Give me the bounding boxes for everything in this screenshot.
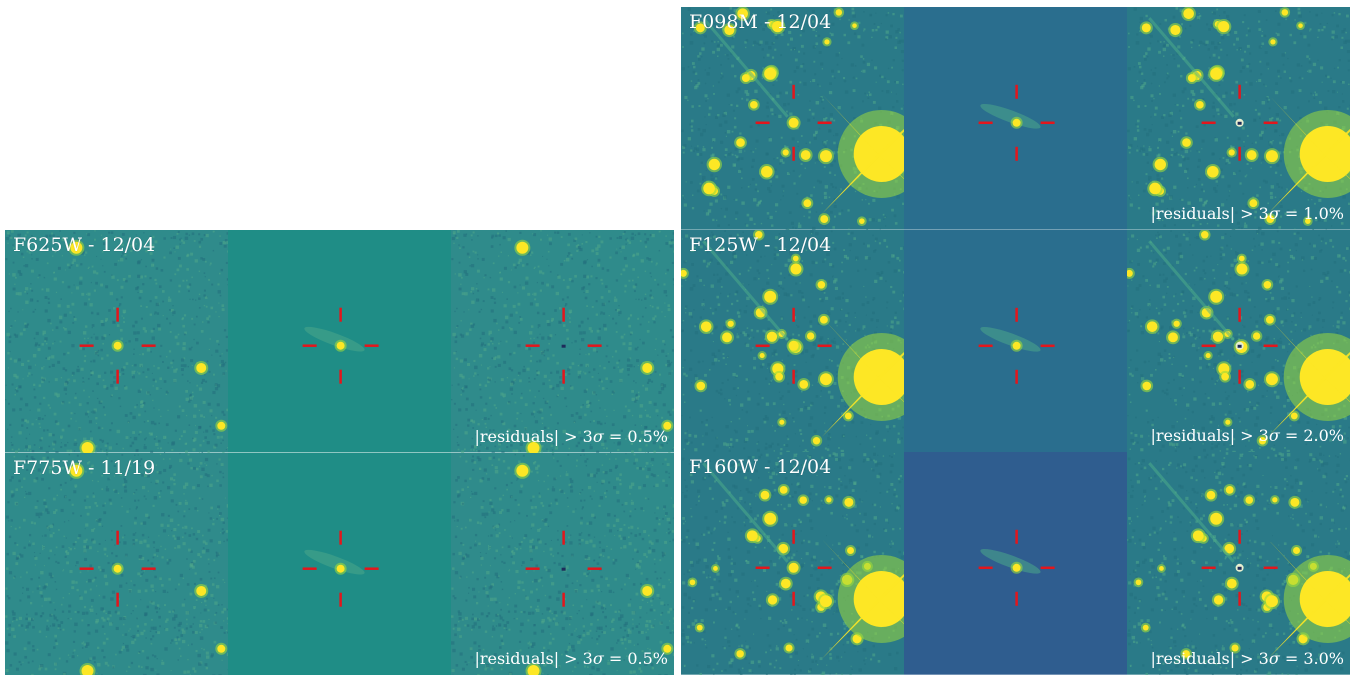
image-canvas	[904, 229, 1127, 453]
bright-star-glare	[1267, 316, 1350, 437]
f775w-residual-image: |residuals| > 3σ = 0.5%	[451, 452, 674, 675]
target-crosshair	[525, 307, 602, 384]
bright-star-glare	[1267, 539, 1350, 660]
target-crosshair	[978, 84, 1055, 161]
f625w-residual-image: |residuals| > 3σ = 0.5%	[451, 230, 674, 453]
target-crosshair	[755, 84, 832, 161]
target-crosshair	[978, 530, 1055, 607]
target-crosshair	[302, 307, 379, 384]
residual-fraction-note: |residuals| > 3σ = 0.5%	[474, 426, 668, 446]
target-crosshair	[1201, 307, 1278, 384]
image-canvas	[681, 452, 904, 675]
f160w-residual-image: |residuals| > 3σ = 3.0%	[1127, 452, 1350, 675]
target-crosshair	[1201, 84, 1278, 161]
f160w-model-image	[904, 452, 1127, 675]
filter-date-label: F625W - 12/04	[13, 234, 156, 256]
image-canvas	[5, 452, 228, 675]
target-crosshair	[1201, 530, 1278, 607]
filter-date-label: F098M - 12/04	[689, 11, 832, 33]
f775w-data-image: F775W - 11/19	[5, 452, 228, 675]
f125w-data-image: F125W - 12/04	[681, 229, 904, 453]
target-crosshair	[978, 307, 1055, 384]
optical-filter-panel-grid: F625W - 12/04 |residuals| > 3σ = 0.5% F7…	[5, 230, 674, 675]
target-crosshair	[302, 530, 379, 607]
target-crosshair	[755, 307, 832, 384]
bright-star-glare	[821, 316, 904, 437]
residual-fraction-note: |residuals| > 3σ = 0.5%	[474, 649, 668, 668]
f125w-model-image	[904, 229, 1127, 453]
image-canvas	[1127, 452, 1350, 675]
f125w-residual-image: |residuals| > 3σ = 2.0%	[1127, 229, 1350, 453]
f625w-model-image	[228, 230, 451, 453]
bright-star-glare	[1267, 93, 1350, 214]
image-canvas	[681, 7, 904, 230]
image-canvas	[451, 230, 674, 453]
residual-fraction-note: |residuals| > 3σ = 3.0%	[1150, 649, 1344, 668]
target-crosshair	[525, 530, 602, 607]
target-crosshair	[755, 530, 832, 607]
f098m-data-image: F098M - 12/04	[681, 7, 904, 230]
target-crosshair	[79, 307, 156, 384]
image-canvas	[228, 230, 451, 453]
bright-star-glare	[821, 539, 904, 660]
image-canvas	[904, 7, 1127, 230]
target-crosshair	[79, 530, 156, 607]
filter-date-label: F160W - 12/04	[689, 456, 832, 479]
filter-date-label: F775W - 11/19	[13, 456, 156, 479]
bright-star-glare	[821, 93, 904, 214]
image-canvas	[5, 230, 228, 453]
f625w-data-image: F625W - 12/04	[5, 230, 228, 453]
f775w-model-image	[228, 452, 451, 675]
residual-fraction-note: |residuals| > 3σ = 1.0%	[1150, 203, 1344, 223]
filter-date-label: F125W - 12/04	[689, 233, 832, 256]
infrared-filter-panel-grid: F098M - 12/04 |residuals| > 3σ = 1.0% F1…	[681, 7, 1350, 675]
image-canvas	[904, 452, 1127, 675]
f098m-residual-image: |residuals| > 3σ = 1.0%	[1127, 7, 1350, 230]
image-canvas	[1127, 7, 1350, 230]
image-canvas	[451, 452, 674, 675]
f160w-data-image: F160W - 12/04	[681, 452, 904, 675]
image-canvas	[1127, 229, 1350, 453]
f098m-model-image	[904, 7, 1127, 230]
image-canvas	[681, 229, 904, 453]
image-canvas	[228, 452, 451, 675]
residual-fraction-note: |residuals| > 3σ = 2.0%	[1150, 426, 1344, 446]
